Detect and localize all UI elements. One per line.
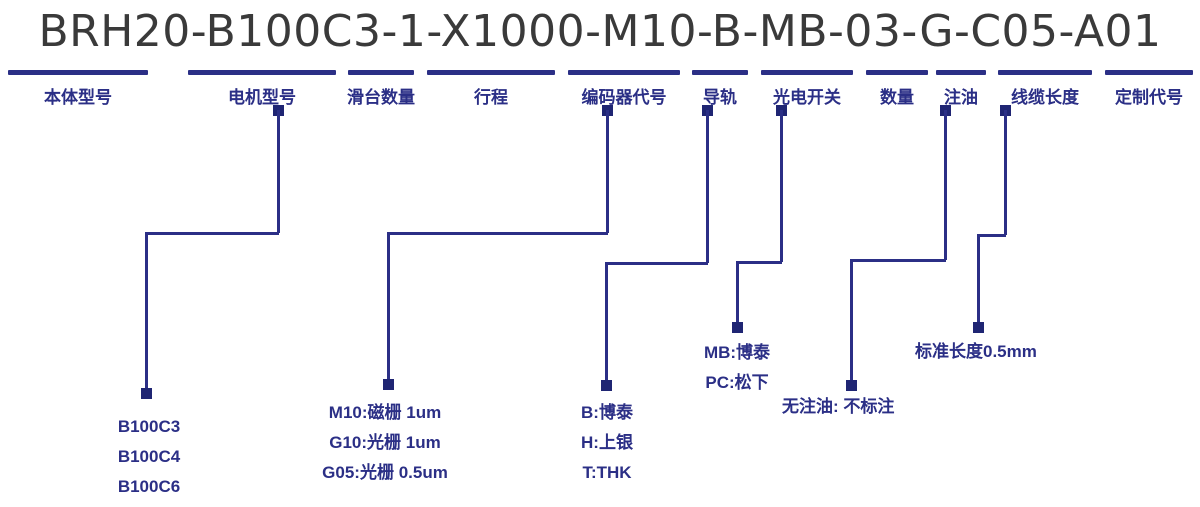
leader-bottom-marker-icon bbox=[383, 379, 394, 390]
leader-vertical-lower bbox=[145, 233, 148, 394]
segment-bar-motor-model bbox=[188, 70, 336, 75]
segment-bar-oiling bbox=[936, 70, 986, 75]
leader-vertical-lower bbox=[605, 263, 608, 386]
leader-bottom-marker-icon bbox=[846, 380, 857, 391]
callout-option: M10:磁栅 1um bbox=[328, 403, 442, 422]
segment-label-slider-count: 滑台数量 bbox=[347, 88, 415, 107]
segment-label-cable-length: 线缆长度 bbox=[1011, 88, 1079, 107]
segment-bar-slider-count bbox=[348, 70, 414, 75]
callout-photo-switch: MB:博泰 PC:松下 bbox=[704, 338, 770, 398]
leader-vertical-upper bbox=[706, 110, 709, 263]
callout-option: G10:光栅 1um bbox=[329, 433, 441, 452]
leader-bottom-marker-icon bbox=[141, 388, 152, 399]
segment-bar-body-model bbox=[8, 70, 148, 75]
segment-bar-custom-code bbox=[1105, 70, 1193, 75]
callout-cable-length: 标准长度0.5mm bbox=[915, 337, 1037, 367]
page-title: BRH20-B100C3-1-X1000-M10-B-MB-03-G-C05-A… bbox=[38, 6, 1162, 57]
callout-option: B100C6 bbox=[117, 477, 181, 496]
segment-label-oiling: 注油 bbox=[944, 88, 978, 107]
segment-bar-stroke bbox=[427, 70, 555, 75]
segment-bar-encoder-code bbox=[568, 70, 680, 75]
callout-encoder-code: M10:磁栅 1um G10:光栅 1um G05:光栅 0.5um bbox=[322, 398, 448, 488]
leader-vertical-lower bbox=[736, 262, 739, 328]
leader-horizontal bbox=[977, 234, 1006, 237]
leader-horizontal bbox=[145, 232, 279, 235]
callout-option: PC:松下 bbox=[705, 373, 769, 392]
leader-vertical-lower bbox=[850, 260, 853, 386]
segment-label-motor-model: 电机型号 bbox=[228, 88, 296, 107]
leader-vertical-upper bbox=[944, 110, 947, 260]
leader-bottom-marker-icon bbox=[973, 322, 984, 333]
segment-bar-rail bbox=[692, 70, 748, 75]
segment-label-stroke: 行程 bbox=[474, 88, 508, 107]
leader-horizontal bbox=[850, 259, 946, 262]
segment-bar-quantity bbox=[866, 70, 928, 75]
segment-label-photo-switch: 光电开关 bbox=[773, 88, 841, 107]
callout-option: B100C3 bbox=[117, 417, 181, 436]
segment-bar-photo-switch bbox=[761, 70, 853, 75]
callout-option: G05:光栅 0.5um bbox=[322, 463, 448, 482]
callout-option: 无注油: 不标注 bbox=[782, 397, 895, 416]
leader-vertical-upper bbox=[606, 110, 609, 233]
callout-option: H:上银 bbox=[581, 433, 633, 452]
leader-horizontal bbox=[387, 232, 608, 235]
callout-oiling: 无注油: 不标注 bbox=[782, 392, 894, 422]
callout-option: 标准长度0.5mm bbox=[915, 342, 1037, 361]
segment-label-quantity: 数量 bbox=[880, 88, 914, 107]
segment-label-body-model: 本体型号 bbox=[44, 88, 112, 107]
segment-label-encoder-code: 编码器代号 bbox=[581, 88, 667, 107]
leader-horizontal bbox=[605, 262, 708, 265]
leader-vertical-upper bbox=[780, 110, 783, 262]
callout-option: MB:博泰 bbox=[703, 343, 771, 362]
callout-option: T:THK bbox=[582, 463, 632, 482]
callout-body-model: B100C3 B100C4 B100C6 bbox=[118, 412, 180, 502]
segment-label-custom-code: 定制代号 bbox=[1115, 88, 1183, 107]
leader-horizontal bbox=[736, 261, 782, 264]
leader-vertical-lower bbox=[977, 235, 980, 328]
leader-vertical-upper bbox=[277, 110, 280, 233]
leader-bottom-marker-icon bbox=[732, 322, 743, 333]
segment-bar-cable-length bbox=[998, 70, 1092, 75]
callout-rail: B:博泰 H:上银 T:THK bbox=[581, 398, 633, 488]
segment-label-rail: 导轨 bbox=[703, 88, 737, 107]
leader-vertical-upper bbox=[1004, 110, 1007, 235]
leader-vertical-lower bbox=[387, 233, 390, 385]
callout-option: B100C4 bbox=[117, 447, 181, 466]
leader-bottom-marker-icon bbox=[601, 380, 612, 391]
callout-option: B:博泰 bbox=[581, 403, 633, 422]
